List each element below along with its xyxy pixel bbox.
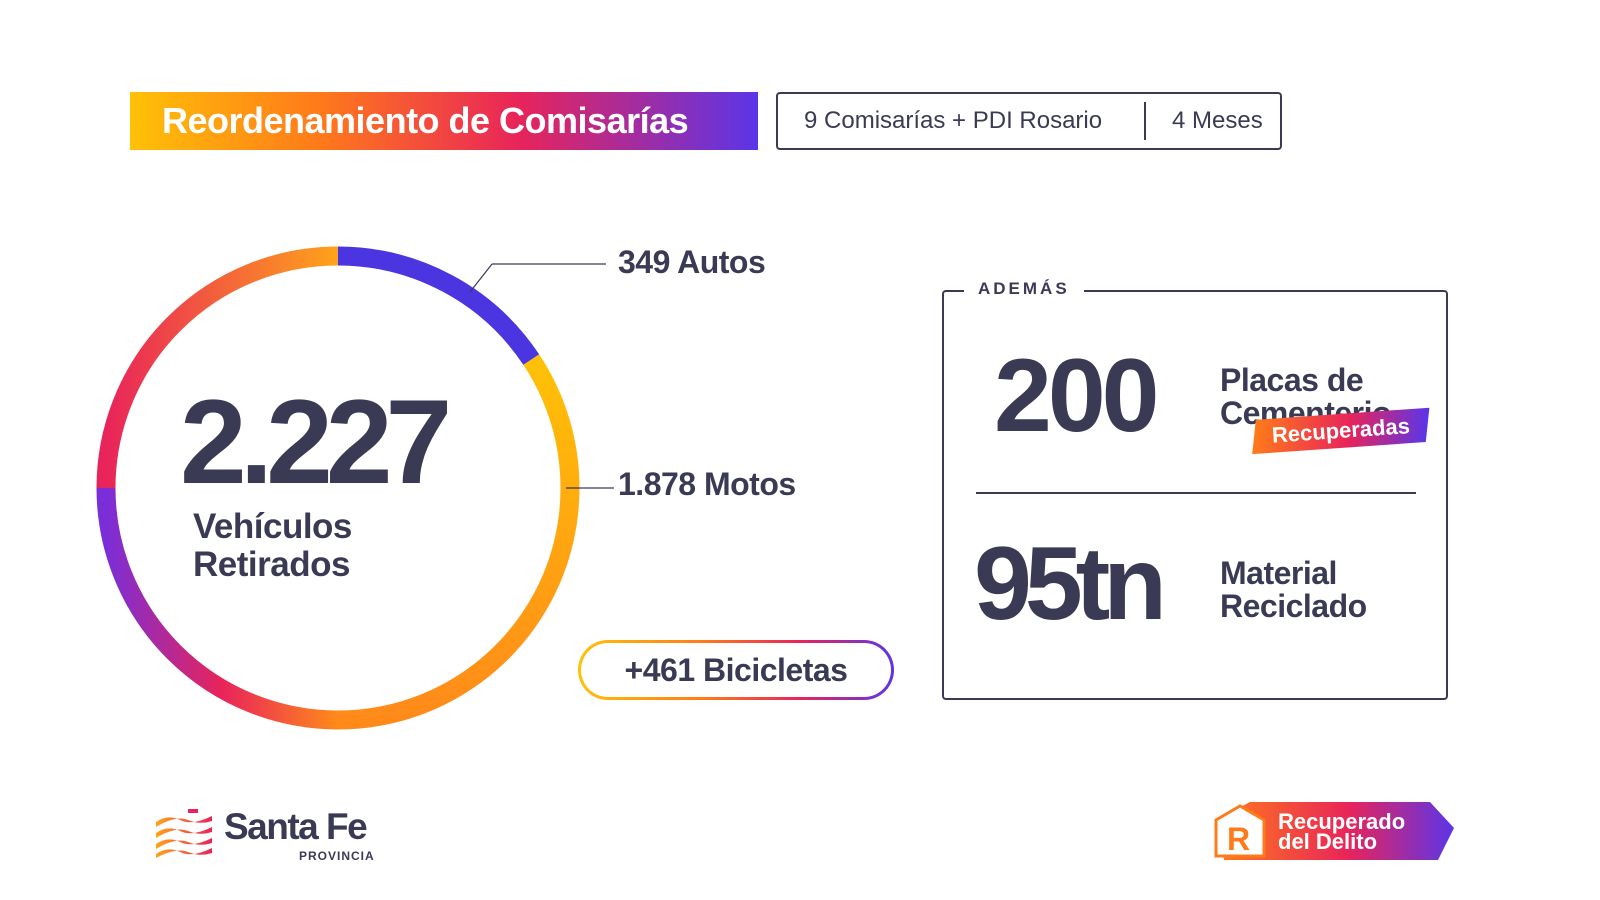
bicicletas-pill: +461 Bicicletas	[578, 640, 894, 700]
motos-segment-bottom	[96, 487, 339, 730]
recuperadas-badge-label: Recuperadas	[1271, 413, 1411, 448]
info-scope: 9 Comisarías + PDI Rosario	[804, 107, 1103, 134]
motos-segment	[337, 354, 580, 730]
rd-line1: Recuperado	[1278, 809, 1406, 834]
material-value: 95tn	[974, 526, 1167, 642]
info-separator	[1144, 102, 1146, 140]
material-line1: Material	[1220, 555, 1337, 591]
total-label-line2: Retirados	[193, 545, 350, 584]
ademas-panel: ADEMÁS 200 Placas de Cementerio Recupera…	[942, 279, 1448, 700]
page-title: Reordenamiento de Comisarías	[162, 100, 689, 141]
total-label-line1: Vehículos	[193, 507, 352, 546]
autos-callout: 349 Autos	[618, 244, 766, 280]
info-duration: 4 Meses	[1172, 107, 1263, 134]
santa-fe-provincia: PROVINCIA	[299, 849, 375, 863]
recuperado-badge-shape-icon: R	[1214, 802, 1454, 860]
autos-segment	[337, 246, 540, 365]
motos-callout: 1.878 Motos	[618, 466, 796, 502]
total-vehicles-value: 2.227	[180, 375, 452, 509]
total-vehicles-label: Vehículos Retirados	[193, 508, 352, 584]
rd-line2: del Delito	[1278, 829, 1378, 854]
ademas-legend: ADEMÁS	[964, 279, 1084, 299]
santa-fe-flag-icon	[156, 809, 212, 858]
autos-leader-line	[469, 263, 493, 293]
santa-fe-logo: Santa Fe PROVINCIA	[154, 808, 394, 868]
vehicles-donut-chart	[96, 246, 614, 730]
placas-value: 200	[994, 338, 1160, 454]
santa-fe-name: Santa Fe	[224, 806, 368, 847]
material-line2: Reciclado	[1220, 588, 1367, 624]
recuperado-del-delito-text: Recuperado del Delito	[1278, 809, 1406, 854]
bicicletas-label: +461 Bicicletas	[581, 643, 891, 697]
info-box: 9 Comisarías + PDI Rosario 4 Meses	[776, 92, 1282, 150]
placas-line1: Placas de	[1220, 362, 1364, 398]
panel-divider	[976, 492, 1416, 494]
title-banner: Reordenamiento de Comisarías	[130, 92, 758, 150]
material-label: Material Reciclado	[1220, 557, 1367, 623]
recuperado-del-delito-logo: R Recuperado del Delito	[1210, 800, 1456, 862]
motos-segment-top	[96, 246, 339, 489]
svg-text:R: R	[1227, 821, 1250, 857]
